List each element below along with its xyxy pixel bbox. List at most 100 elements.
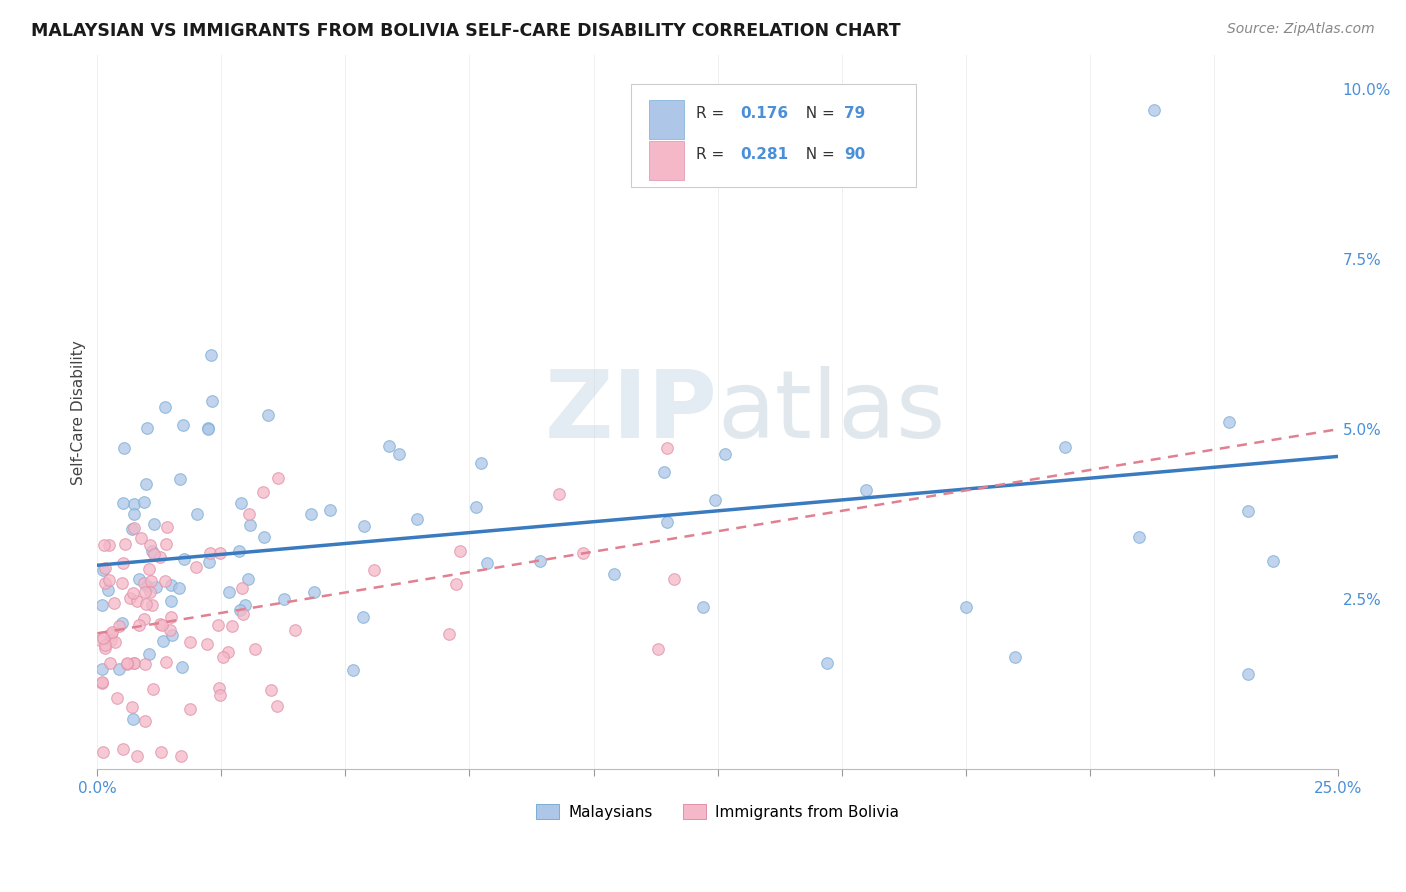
Text: ZIP: ZIP [544, 367, 717, 458]
Point [91, 745, 114, 759]
Text: atlas: atlas [717, 367, 946, 458]
Point [141, 574, 163, 588]
Point [132, 612, 155, 626]
Point [139, 585, 162, 599]
Point [149, 549, 172, 564]
Point [695, 170, 717, 185]
Point [111, 615, 134, 630]
Point [93, 538, 115, 552]
Point [464, 500, 486, 514]
Point [159, 610, 181, 624]
Point [91, 632, 114, 646]
Point [150, 617, 173, 632]
Point [253, 530, 276, 544]
Text: R =: R = [696, 106, 730, 120]
Point [104, 634, 127, 648]
FancyBboxPatch shape [631, 84, 917, 187]
Point [134, 575, 156, 590]
Point [155, 401, 177, 415]
Point [252, 484, 274, 499]
Point [134, 495, 156, 509]
Point [122, 656, 145, 670]
Point [122, 507, 145, 521]
Point [111, 556, 134, 570]
Point [229, 603, 252, 617]
Point [231, 607, 253, 622]
Point [145, 580, 167, 594]
FancyBboxPatch shape [650, 100, 685, 139]
Point [91, 662, 114, 676]
Point [121, 522, 143, 536]
Point [1263, 554, 1285, 568]
Text: Source: ZipAtlas.com: Source: ZipAtlas.com [1227, 22, 1375, 37]
Point [107, 618, 129, 632]
Point [159, 593, 181, 607]
Point [657, 515, 679, 529]
Point [267, 471, 290, 485]
Text: 79: 79 [844, 106, 865, 120]
Point [98, 656, 121, 670]
Point [342, 664, 364, 678]
Point [172, 660, 194, 674]
Point [529, 554, 551, 568]
Point [160, 628, 183, 642]
Text: N =: N = [796, 106, 839, 120]
Point [284, 623, 307, 637]
Point [208, 688, 231, 702]
Point [714, 447, 737, 461]
Point [1053, 441, 1076, 455]
Point [121, 700, 143, 714]
Point [197, 421, 219, 435]
Text: 0.281: 0.281 [740, 146, 787, 161]
Point [150, 745, 173, 759]
Point [273, 592, 295, 607]
Point [200, 393, 222, 408]
Point [134, 585, 156, 599]
Point [388, 446, 411, 460]
Point [207, 618, 229, 632]
Point [138, 562, 160, 576]
Point [548, 487, 571, 501]
Point [405, 512, 427, 526]
Point [89, 633, 111, 648]
Point [198, 546, 221, 560]
Point [1143, 103, 1166, 117]
Point [353, 518, 375, 533]
Point [135, 477, 157, 491]
Point [647, 642, 669, 657]
Point [122, 521, 145, 535]
Point [1237, 667, 1260, 681]
Point [477, 556, 499, 570]
Point [124, 656, 146, 670]
Point [233, 598, 256, 612]
Point [127, 594, 149, 608]
Point [228, 544, 250, 558]
Point [141, 544, 163, 558]
Point [97, 573, 120, 587]
Point [218, 584, 240, 599]
Point [195, 637, 218, 651]
Point [156, 520, 179, 534]
Point [299, 508, 322, 522]
Point [217, 645, 239, 659]
Point [239, 518, 262, 533]
Point [160, 578, 183, 592]
Text: R =: R = [696, 146, 730, 161]
Point [855, 483, 877, 497]
Point [135, 579, 157, 593]
Point [319, 503, 342, 517]
Point [135, 597, 157, 611]
Text: MALAYSIAN VS IMMIGRANTS FROM BOLIVIA SELF-CARE DISABILITY CORRELATION CHART: MALAYSIAN VS IMMIGRANTS FROM BOLIVIA SEL… [31, 22, 901, 40]
Point [141, 598, 163, 612]
Point [128, 618, 150, 632]
Point [103, 597, 125, 611]
Point [155, 655, 177, 669]
Point [128, 572, 150, 586]
Point [98, 537, 121, 551]
Point [197, 422, 219, 436]
Point [129, 532, 152, 546]
Point [91, 674, 114, 689]
Point [138, 647, 160, 661]
Point [139, 538, 162, 552]
Point [94, 640, 117, 655]
